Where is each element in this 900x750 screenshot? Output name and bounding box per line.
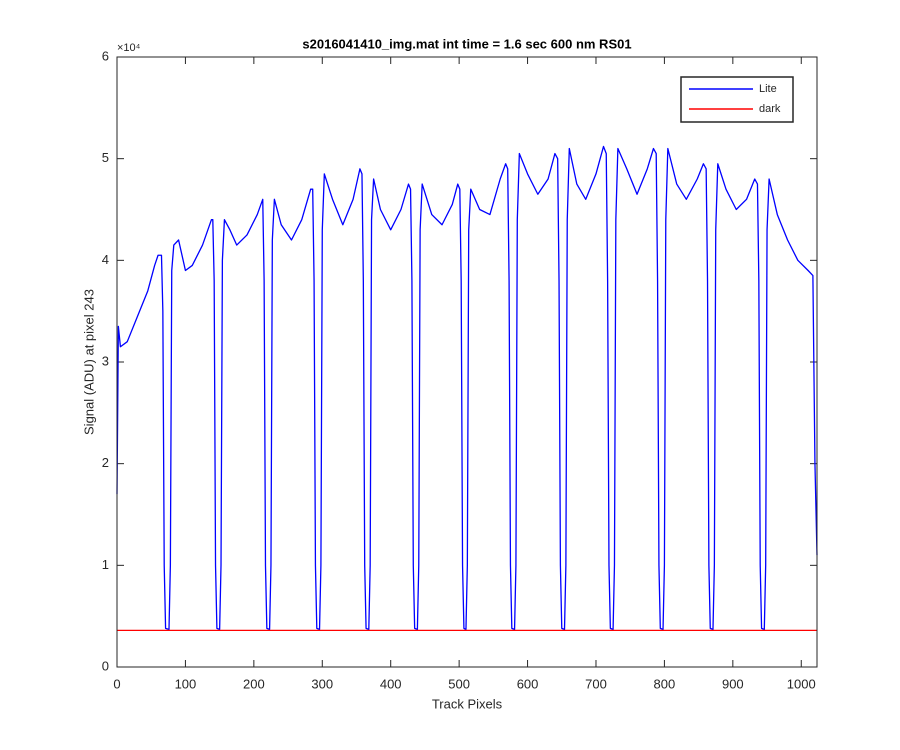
axes-box: [116, 56, 818, 668]
x-tick-label: 900: [722, 676, 744, 691]
y-tick-label: 5: [102, 150, 109, 165]
x-tick-label: 200: [243, 676, 265, 691]
y-tick-label: 0: [102, 658, 109, 673]
x-tick-label: 400: [380, 676, 402, 691]
data-line: [116, 145, 818, 631]
x-tick-label: 100: [175, 676, 197, 691]
x-tick-label: 300: [311, 676, 333, 691]
y-tick-label: 3: [102, 353, 109, 368]
x-tick-label: 700: [585, 676, 607, 691]
y-tick-label: 6: [102, 48, 109, 63]
legend-box: [680, 76, 794, 123]
y-axis-label: Signal (ADU) at pixel 243: [81, 289, 96, 435]
x-axis-label: Track Pixels: [432, 696, 503, 711]
x-tick-label: 1000: [787, 676, 816, 691]
x-tick-label: 600: [517, 676, 539, 691]
y-tick-label: 4: [102, 252, 109, 267]
x-tick-label: 800: [654, 676, 676, 691]
legend-label: dark: [759, 103, 781, 115]
chart-title: s2016041410_img.mat int time = 1.6 sec 6…: [302, 36, 631, 51]
x-tick-label: 500: [448, 676, 470, 691]
legend-label: Lite: [759, 83, 777, 95]
y-tick-label: 2: [102, 455, 109, 470]
y-tick-label: 1: [102, 557, 109, 572]
y-exponent-label: ×10⁴: [117, 42, 141, 54]
x-tick-label: 0: [113, 676, 120, 691]
